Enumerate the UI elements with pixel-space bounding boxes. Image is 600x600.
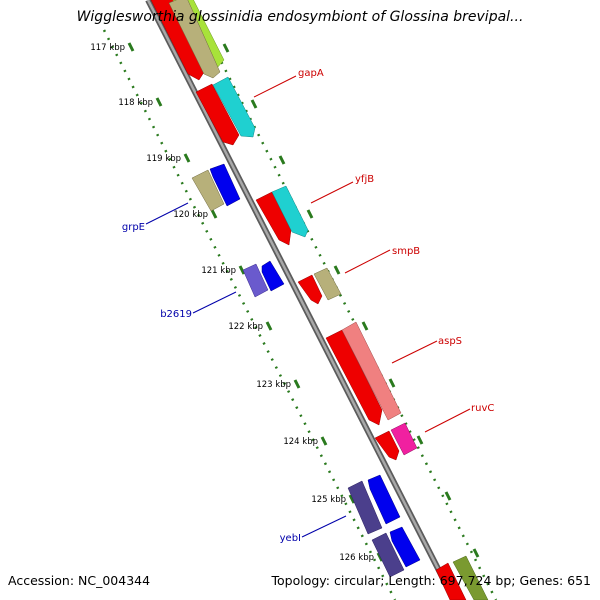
gene-label-yfjb[interactable]: yfjB [355, 174, 374, 185]
gene-arrow-b2619-blue[interactable] [261, 260, 285, 292]
gene-arrow-yebI-slate[interactable] [347, 480, 383, 535]
gene-label-grpe[interactable]: grpE [122, 222, 145, 233]
gene-label-ruvc[interactable]: ruvC [471, 403, 494, 414]
tick-label: 122 kbp [228, 322, 263, 332]
gene-label-leader [344, 249, 391, 274]
tick-label: 124 kbp [283, 437, 318, 447]
tick-mark [238, 265, 246, 275]
inner-dotted-guide [102, 29, 397, 600]
gene-arrow-lower-olive[interactable] [452, 555, 489, 600]
outer-tick-mark [388, 378, 396, 388]
tick-label: 121 kbp [201, 266, 236, 276]
genome-summary-text: Topology: circular; Length: 697,724 bp; … [271, 573, 592, 588]
outer-tick-mark [250, 99, 258, 109]
gene-arrow-gapA-cyan[interactable] [212, 76, 256, 138]
accession-text: Accession: NC_004344 [8, 573, 151, 588]
tick-mark [265, 321, 273, 331]
outer-tick-mark [416, 435, 424, 445]
gene-arrow-lower-blue[interactable] [389, 526, 421, 568]
gene-label-leader [391, 340, 438, 364]
gene-arrow-yfjB-red[interactable] [255, 191, 292, 246]
gene-label-gapa[interactable]: gapA [298, 68, 324, 79]
gene-arrow-lower-slate[interactable] [371, 532, 405, 578]
gene-labels: gapA yfjB smpB aspS ruvC grpE b2619 yebI [122, 68, 494, 544]
gene-arrow-yfjB-cyan[interactable] [271, 185, 309, 238]
gene-label-leader [301, 515, 347, 538]
tick-label: 117 kbp [90, 43, 125, 53]
gene-arrow-gapA-red[interactable] [195, 83, 240, 146]
gene-label-leader [145, 202, 189, 225]
gene-arrow-upper-olive[interactable] [168, 0, 221, 79]
gene-label-yebi[interactable]: yebI [280, 533, 301, 544]
outer-tick-mark [333, 265, 341, 275]
tick-label: 119 kbp [146, 154, 181, 164]
outer-tick-mark [306, 209, 314, 219]
outer-tick-mark [444, 491, 452, 501]
tick-label: 125 kbp [311, 495, 346, 505]
tick-label: 118 kbp [118, 98, 153, 108]
gene-arrow-grpE-olive[interactable] [191, 169, 225, 212]
tick-mark [210, 209, 218, 219]
gene-arrow-lower-red[interactable] [435, 562, 467, 600]
gene-arrow-yebI-blue[interactable] [367, 474, 401, 525]
tick-label: 123 kbp [256, 380, 291, 390]
outer-tick-mark [361, 321, 369, 331]
gene-arrow-ruvC-red[interactable] [374, 430, 400, 461]
outer-tick-mark [472, 548, 480, 558]
gene-arrow-smpB-red[interactable] [297, 274, 323, 305]
gene-arrow-b2619-slate[interactable] [242, 263, 269, 298]
gene-arrow-aspS-pink[interactable] [341, 321, 402, 421]
ticks: 117 kbp 118 kbp 119 kbp 120 kbp 121 kbp 122 k… [90, 42, 480, 563]
tick-mark [293, 379, 301, 389]
outer-tick-mark [222, 43, 230, 53]
gene-arrow-grpE-blue[interactable] [209, 163, 241, 207]
tick-mark [320, 436, 328, 446]
gene-label-smpb[interactable]: smpB [392, 246, 420, 257]
tick-label: 126 kbp [339, 553, 374, 563]
tick-mark [155, 97, 163, 107]
gene-label-asps[interactable]: aspS [438, 336, 462, 347]
tick-label: 120 kbp [173, 210, 208, 220]
genes [150, 0, 489, 600]
gene-arrow-smpB-olive[interactable] [313, 267, 342, 301]
gene-label-leader [310, 181, 354, 204]
gene-arrow-ruvC-magenta[interactable] [390, 422, 418, 456]
tick-mark [127, 42, 135, 52]
map-title: Wigglesworthia glossinidia endosymbiont … [76, 9, 524, 25]
gene-label-leader [253, 75, 297, 98]
tick-mark [348, 494, 356, 504]
gene-arrow-aspS-red[interactable] [325, 329, 383, 426]
tick-mark [183, 153, 191, 163]
gene-label-b2619[interactable]: b2619 [160, 309, 192, 320]
outer-tick-mark [278, 155, 286, 165]
gene-label-leader [424, 408, 471, 433]
backbone-highlight [146, 0, 456, 600]
gene-label-leader [192, 291, 237, 314]
